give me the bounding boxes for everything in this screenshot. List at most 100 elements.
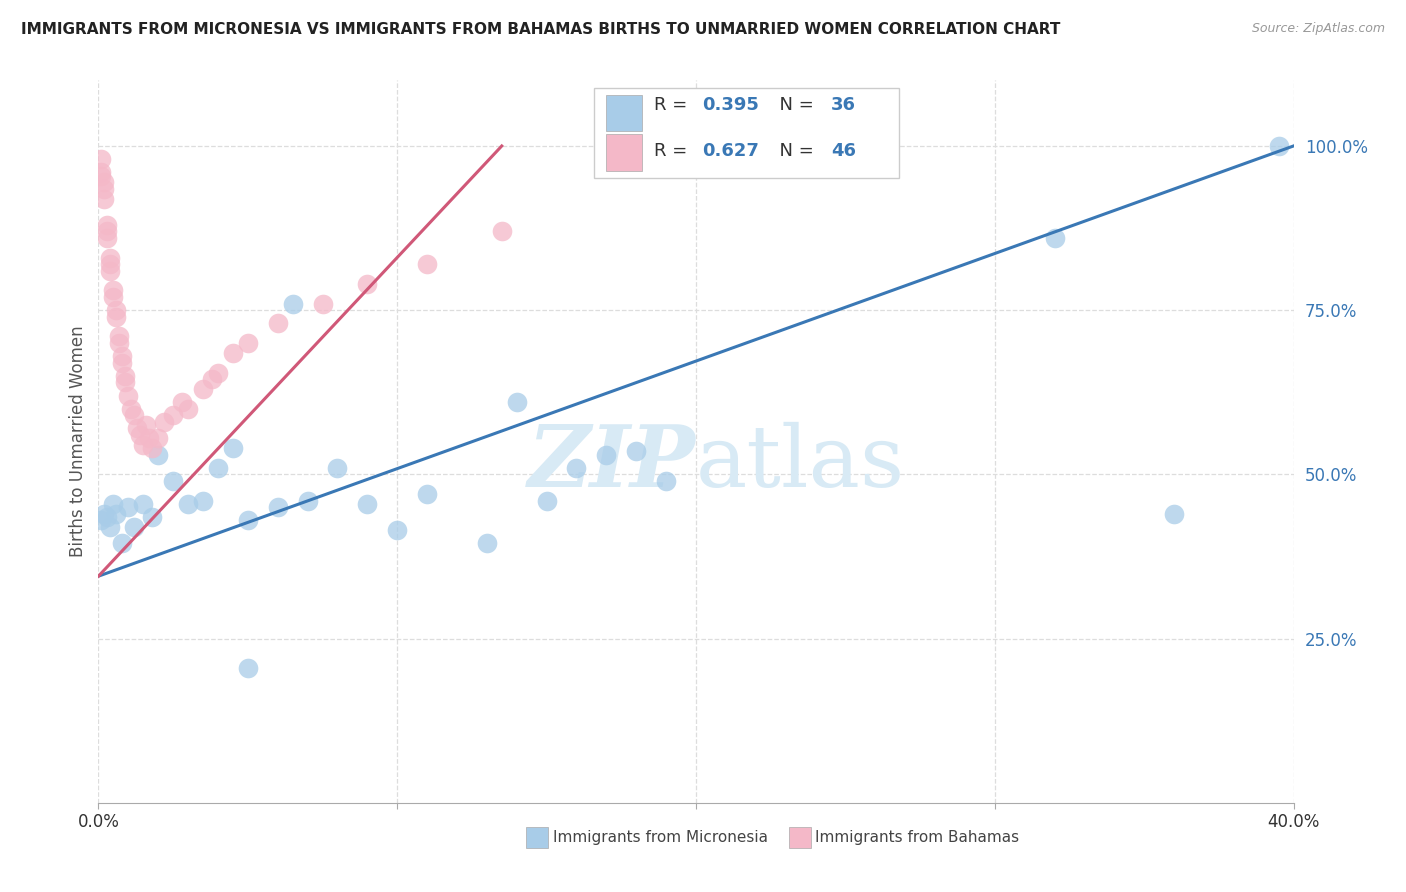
Point: [141, 510, 163, 524]
Point: [105, 507, 128, 521]
Point: [416, 257, 439, 271]
Point: [222, 441, 245, 455]
Point: [356, 277, 378, 291]
Text: N =: N =: [768, 96, 820, 114]
Point: [98, 257, 122, 271]
Text: N =: N =: [768, 142, 820, 160]
Point: [98, 264, 122, 278]
Point: [98, 520, 122, 534]
Point: [222, 346, 245, 360]
Point: [96, 510, 118, 524]
Point: [114, 376, 136, 390]
Point: [475, 536, 498, 550]
Point: [105, 310, 128, 324]
Point: [124, 409, 146, 423]
Point: [191, 382, 214, 396]
Text: 46: 46: [831, 142, 856, 160]
FancyBboxPatch shape: [789, 828, 811, 847]
FancyBboxPatch shape: [606, 95, 643, 131]
Point: [117, 388, 139, 402]
FancyBboxPatch shape: [595, 87, 900, 178]
Point: [172, 395, 194, 409]
Point: [236, 513, 259, 527]
Point: [93, 175, 115, 189]
Point: [506, 395, 529, 409]
Point: [201, 372, 224, 386]
Point: [162, 474, 184, 488]
Text: IMMIGRANTS FROM MICRONESIA VS IMMIGRANTS FROM BAHAMAS BIRTHS TO UNMARRIED WOMEN : IMMIGRANTS FROM MICRONESIA VS IMMIGRANTS…: [21, 22, 1060, 37]
Point: [96, 231, 118, 245]
FancyBboxPatch shape: [526, 828, 548, 847]
Point: [105, 303, 128, 318]
Point: [132, 497, 155, 511]
Point: [111, 356, 134, 370]
Point: [127, 421, 149, 435]
Point: [267, 316, 290, 330]
Point: [93, 507, 115, 521]
Text: atlas: atlas: [696, 422, 905, 505]
Point: [565, 460, 588, 475]
Point: [153, 415, 176, 429]
Y-axis label: Births to Unmarried Women: Births to Unmarried Women: [69, 326, 87, 558]
Point: [103, 284, 125, 298]
Point: [135, 418, 157, 433]
Point: [595, 448, 617, 462]
Text: 36: 36: [831, 96, 856, 114]
Point: [236, 336, 259, 351]
Point: [124, 520, 146, 534]
Point: [117, 500, 139, 515]
Point: [491, 224, 513, 238]
Point: [191, 493, 214, 508]
Point: [138, 431, 160, 445]
Point: [207, 460, 229, 475]
Point: [108, 336, 131, 351]
Point: [96, 224, 118, 238]
Point: [141, 441, 163, 455]
Point: [1163, 507, 1185, 521]
Point: [297, 493, 319, 508]
Point: [103, 497, 125, 511]
Point: [177, 401, 200, 416]
Point: [93, 192, 115, 206]
Point: [311, 296, 333, 310]
Text: R =: R =: [654, 96, 693, 114]
Point: [111, 536, 134, 550]
Point: [120, 401, 142, 416]
Point: [148, 448, 170, 462]
FancyBboxPatch shape: [606, 135, 643, 170]
Point: [655, 474, 678, 488]
Point: [90, 165, 112, 179]
Point: [416, 487, 439, 501]
Point: [93, 182, 115, 196]
Point: [129, 428, 152, 442]
Text: Source: ZipAtlas.com: Source: ZipAtlas.com: [1251, 22, 1385, 36]
Text: Immigrants from Micronesia: Immigrants from Micronesia: [553, 830, 768, 845]
Point: [1043, 231, 1066, 245]
Point: [267, 500, 290, 515]
Point: [177, 497, 200, 511]
Point: [385, 523, 409, 537]
Point: [536, 493, 558, 508]
Text: Immigrants from Bahamas: Immigrants from Bahamas: [815, 830, 1019, 845]
Point: [626, 444, 648, 458]
Point: [207, 366, 229, 380]
Point: [90, 513, 112, 527]
Point: [356, 497, 378, 511]
Point: [90, 169, 112, 183]
Text: 0.395: 0.395: [702, 96, 759, 114]
Text: R =: R =: [654, 142, 693, 160]
Point: [114, 368, 136, 383]
Point: [108, 329, 131, 343]
Point: [148, 431, 170, 445]
Point: [96, 218, 118, 232]
Point: [90, 152, 112, 166]
Point: [103, 290, 125, 304]
Point: [1267, 139, 1289, 153]
Point: [281, 296, 304, 310]
Point: [326, 460, 349, 475]
Text: 0.627: 0.627: [702, 142, 759, 160]
Point: [111, 349, 134, 363]
Point: [236, 661, 259, 675]
Point: [132, 438, 155, 452]
Point: [98, 251, 122, 265]
